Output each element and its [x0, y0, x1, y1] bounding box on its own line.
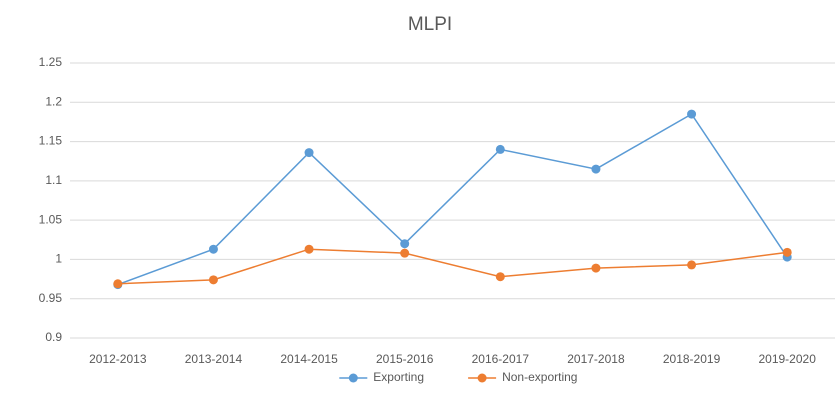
point	[687, 260, 697, 270]
point	[400, 248, 410, 258]
y-tick-label: 1.25	[39, 55, 63, 69]
point	[687, 109, 697, 119]
point	[400, 239, 410, 249]
y-tick-label: 0.95	[39, 291, 63, 305]
line	[117, 248, 788, 285]
line	[117, 113, 788, 286]
x-tick-label: 2012-2013	[89, 352, 147, 366]
y-tick-label: 1.05	[39, 212, 63, 226]
x-tick-label: 2014-2015	[280, 352, 338, 366]
point	[591, 263, 601, 273]
x-tick-label: 2015-2016	[376, 352, 434, 366]
legend-marker	[477, 373, 487, 383]
point	[591, 164, 601, 174]
point	[304, 244, 314, 254]
point	[495, 272, 505, 282]
point	[113, 279, 123, 289]
x-tick-label: 2017-2018	[567, 352, 625, 366]
x-tick-label: 2019-2020	[758, 352, 816, 366]
y-tick-label: 1.15	[39, 134, 63, 148]
y-tick-label: 1	[55, 252, 62, 266]
chart-title: MLPI	[408, 14, 452, 35]
point	[495, 144, 505, 154]
y-tick-label: 1.2	[45, 94, 62, 108]
y-tick-label: 0.9	[45, 330, 62, 344]
legend-label: Non-exporting	[502, 370, 577, 384]
point	[782, 247, 792, 257]
legend-label: Exporting	[373, 370, 424, 384]
y-tick-label: 1.1	[45, 173, 62, 187]
x-tick-label: 2016-2017	[472, 352, 530, 366]
point	[208, 275, 218, 285]
point	[304, 148, 314, 158]
point	[208, 244, 218, 254]
x-tick-label: 2013-2014	[185, 352, 243, 366]
x-tick-label: 2018-2019	[663, 352, 721, 366]
legend-marker	[348, 373, 358, 383]
